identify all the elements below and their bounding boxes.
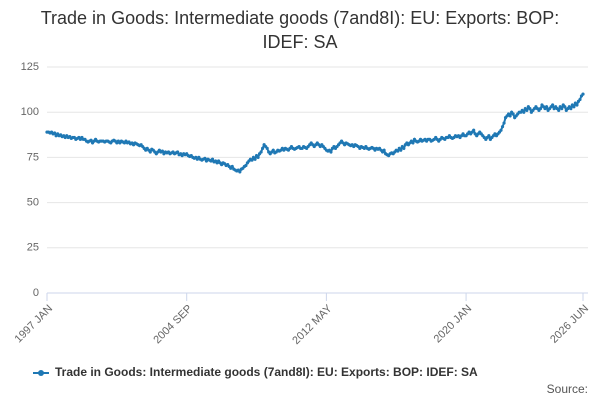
data-point bbox=[271, 148, 275, 152]
data-point bbox=[160, 149, 164, 153]
x-tick-label: 2004 SEP bbox=[151, 303, 195, 347]
data-point bbox=[203, 156, 207, 160]
series-line bbox=[47, 93, 584, 174]
legend-marker bbox=[38, 370, 44, 376]
data-point bbox=[551, 103, 555, 107]
data-point bbox=[557, 108, 561, 112]
source: Source: bbox=[547, 382, 588, 396]
x-tick-label: 2012 MAY bbox=[290, 302, 335, 347]
data-point bbox=[148, 150, 152, 154]
data-point bbox=[210, 157, 215, 161]
data-point bbox=[538, 106, 543, 111]
data-point bbox=[502, 121, 506, 125]
data-point bbox=[52, 131, 57, 135]
data-point bbox=[500, 125, 505, 129]
data-point bbox=[402, 146, 406, 150]
data-point bbox=[569, 106, 573, 111]
data-point bbox=[487, 134, 491, 138]
chart-title: Trade in Goods: Intermediate goods (7and… bbox=[40, 8, 560, 52]
data-point bbox=[522, 110, 526, 114]
data-point bbox=[499, 128, 503, 132]
data-point bbox=[563, 105, 567, 109]
y-tick-label: 125 bbox=[21, 61, 39, 73]
data-point bbox=[572, 105, 576, 109]
data-point bbox=[528, 106, 532, 111]
x-tick-label: 2020 JAN bbox=[432, 303, 475, 346]
y-tick-label: 25 bbox=[27, 242, 39, 254]
data-point bbox=[256, 155, 260, 159]
data-point bbox=[544, 105, 549, 109]
data-point bbox=[382, 148, 386, 152]
data-point bbox=[581, 92, 585, 96]
data-point bbox=[411, 141, 415, 145]
data-point bbox=[89, 138, 93, 142]
data-point bbox=[472, 128, 476, 132]
data-point bbox=[396, 149, 400, 153]
data-point bbox=[238, 170, 242, 174]
y-tick-label: 0 bbox=[33, 287, 39, 299]
data-point bbox=[508, 114, 512, 118]
y-tick-label: 100 bbox=[21, 106, 39, 118]
y-tick-label: 50 bbox=[27, 197, 39, 209]
data-point bbox=[244, 163, 248, 168]
data-point bbox=[511, 112, 515, 116]
legend-label: Trade in Goods: Intermediate goods (7and… bbox=[55, 365, 478, 379]
data-point bbox=[175, 150, 180, 154]
data-point bbox=[578, 97, 582, 102]
data-point bbox=[261, 146, 265, 150]
data-point bbox=[329, 150, 333, 154]
x-tick-label: 1997 JAN bbox=[13, 303, 56, 346]
data-point bbox=[399, 148, 403, 152]
y-tick-label: 75 bbox=[27, 151, 39, 163]
data-point bbox=[575, 103, 579, 107]
data-point bbox=[265, 146, 269, 150]
data-point bbox=[250, 158, 254, 162]
data-point bbox=[525, 108, 529, 112]
data-point bbox=[253, 157, 257, 161]
data-point bbox=[259, 150, 263, 154]
data-point bbox=[560, 106, 564, 111]
x-tick-label: 2026 JUN bbox=[548, 303, 591, 346]
data-point bbox=[230, 164, 234, 169]
